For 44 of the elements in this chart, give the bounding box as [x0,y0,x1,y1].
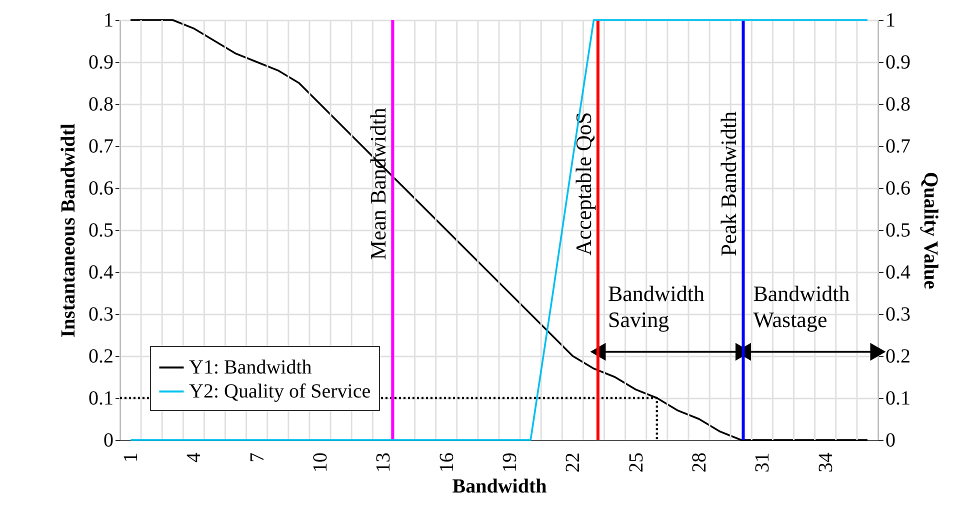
x-tick-label: 31 [752,452,774,472]
y2-tick-label: 0.3 [886,304,910,326]
ref-line-label: Peak Bandwidth [716,111,742,256]
x-tick-label: 28 [688,452,711,472]
x-tick-label: 19 [499,452,522,472]
y2-tick-label: 0.2 [886,346,910,368]
x-tick-label: 16 [436,452,458,472]
annotation: Bandwidth Wastage [753,280,850,332]
y2-tick-label: 0.7 [886,136,910,158]
y-tick-label: 0.4 [88,262,114,284]
legend-label: Y2: Quality of Service [189,380,371,402]
y-axis-title: Instantaneous Bandwidtl [58,123,80,338]
y2-tick-label: 0.5 [886,220,910,242]
y2-tick-label: 0.8 [886,94,910,116]
ref-line-label: Acceptable QoS [570,112,596,256]
y-tick-label: 0.6 [88,178,114,200]
y-tick-label: 0.8 [88,94,114,116]
y-tick-label: 0.7 [88,136,114,158]
x-axis-title: Bandwidth [452,476,547,498]
x-tick-label: 7 [246,452,268,462]
x-tick-label: 25 [625,452,648,472]
y-tick-label: 0.3 [88,304,114,326]
x-tick-label: 1 [120,452,142,462]
y2-tick-label: 1 [886,10,896,32]
y-tick-label: 0.2 [88,346,114,368]
y-tick-label: 0.5 [88,220,114,242]
x-tick-label: 22 [562,452,584,472]
y2-tick-label: 0.4 [886,262,910,284]
y2-tick-label: 0.6 [886,178,910,200]
y2-tick-label: 0 [886,430,896,452]
x-tick-label: 10 [310,452,332,472]
y-tick-label: 1 [104,10,114,32]
y2-axis-title: Quality Value [920,172,942,290]
x-tick-label: 4 [183,452,206,462]
y-tick-label: 0.1 [88,388,114,410]
y-tick-label: 0.9 [88,52,114,74]
x-tick-label: 34 [814,452,837,472]
x-tick-label: 13 [372,452,395,472]
annotation: Bandwidth Saving [608,280,705,332]
y2-tick-label: 0.9 [886,52,910,74]
ref-line-label: Mean Bandwidth [366,108,391,260]
y2-tick-label: 0.1 [886,388,910,410]
y-tick-label: 0 [104,430,114,452]
legend-label: Y1: Bandwidth [189,356,312,378]
